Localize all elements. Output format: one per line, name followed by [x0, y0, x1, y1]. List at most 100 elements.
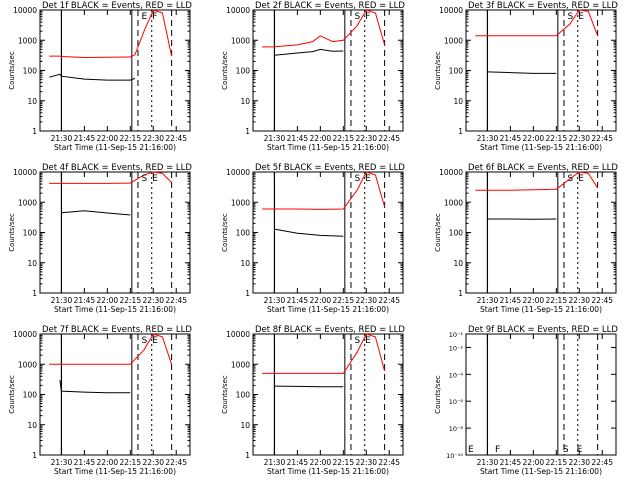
y-tick-label: 10 [27, 259, 37, 268]
y-axis-label: Counts/sec [434, 51, 442, 90]
x-tick-label: 22:00 [310, 296, 332, 305]
x-tick-label: 22:00 [310, 458, 332, 467]
x-axis-label: Start Time (11-Sep-15 21:16:00) [54, 467, 176, 476]
y-axis-label: Counts/sec [221, 51, 229, 90]
plot-frame [39, 9, 191, 132]
x-tick-label: 22:15 [119, 296, 141, 305]
y-tick-label: 100 [236, 391, 251, 400]
x-tick-label: 22:45 [378, 134, 400, 143]
x-axis-label: Start Time (11-Sep-15 21:16:00) [267, 467, 389, 476]
x-tick-label: 21:30 [51, 458, 73, 467]
y-tick-label: 10 [27, 97, 37, 106]
x-axis-label: Start Time (11-Sep-15 21:16:00) [480, 467, 602, 476]
x-tick-label: 21:45 [287, 296, 309, 305]
x-tick-label: 22:15 [332, 458, 354, 467]
series-lld-line [49, 333, 173, 365]
series-events-line [59, 380, 131, 394]
panel-title: Det 5f BLACK = Events, RED = LLD [255, 163, 405, 173]
panel-det-7 [39, 333, 191, 456]
series-lld-line [475, 171, 599, 191]
x-tick-label: 22:45 [591, 134, 613, 143]
y-tick-label: 10000 [226, 330, 250, 339]
series-events-line [487, 71, 557, 74]
y-tick-label: 100 [449, 67, 464, 76]
plot-frame [465, 333, 617, 456]
panel-title: Det 2f BLACK = Events, RED = LLD [255, 1, 405, 11]
y-tick-label: 10 [27, 421, 37, 430]
marker-letter: E [141, 12, 147, 22]
x-tick-label: 22:45 [591, 296, 613, 305]
panel-title: Det 8f BLACK = Events, RED = LLD [255, 325, 405, 335]
x-tick-label: 22:45 [378, 296, 400, 305]
panel-det-5 [252, 171, 404, 294]
x-tick-label: 22:30 [568, 458, 590, 467]
panel-title: Det 6f BLACK = Events, RED = LLD [468, 163, 618, 173]
x-tick-label: 22:30 [355, 296, 377, 305]
x-tick-label: 21:30 [264, 458, 286, 467]
x-tick-label: 22:15 [119, 134, 141, 143]
panel-title: Det 4f BLACK = Events, RED = LLD [42, 163, 192, 173]
y-tick-label: 1 [458, 289, 463, 298]
plot-frame [252, 333, 404, 456]
x-tick-label: 21:30 [264, 296, 286, 305]
series-events-line [274, 228, 344, 237]
plot-frame [39, 171, 191, 294]
y-tick-label: 1000 [18, 360, 37, 369]
panel-det-2 [252, 9, 404, 132]
x-tick-label: 21:30 [51, 296, 73, 305]
x-tick-label: 22:45 [165, 458, 187, 467]
y-tick-label: 1000 [444, 36, 463, 45]
y-tick-label: 1000 [18, 198, 37, 207]
marker-letter: S [354, 12, 360, 22]
y-tick-label: 10000 [439, 168, 463, 177]
x-tick-label: 21:45 [500, 296, 522, 305]
x-tick-label: 22:00 [310, 134, 332, 143]
series-lld-line [49, 9, 173, 59]
y-axis-label: Counts/sec [434, 213, 442, 252]
y-tick-label: 10 [453, 259, 463, 268]
y-tick-label: 1000 [231, 36, 250, 45]
series-events-line [49, 73, 136, 81]
x-axis-label: Start Time (11-Sep-15 21:16:00) [54, 305, 176, 314]
x-tick-label: 22:15 [119, 458, 141, 467]
x-axis-label: Start Time (11-Sep-15 21:16:00) [480, 305, 602, 314]
x-tick-label: 21:45 [74, 134, 96, 143]
x-tick-label: 22:30 [355, 134, 377, 143]
x-tick-label: 22:15 [332, 134, 354, 143]
y-tick-label: 100 [23, 229, 38, 238]
y-tick-label: 10000 [13, 330, 37, 339]
y-tick-label: 10000 [226, 168, 250, 177]
panel-det-6 [465, 171, 617, 294]
marker-letter: S [563, 445, 569, 455]
x-tick-label: 22:30 [142, 134, 164, 143]
x-axis-label: Start Time (11-Sep-15 21:16:00) [267, 143, 389, 152]
x-tick-label: 22:30 [568, 134, 590, 143]
x-tick-label: 21:30 [264, 134, 286, 143]
y-tick-label: 1 [245, 127, 250, 136]
y-tick-label: 100 [236, 229, 251, 238]
y-axis-label: Counts/sec [221, 213, 229, 252]
plot-frame [252, 171, 404, 294]
marker-letter: E [577, 445, 583, 455]
y-tick-label: 1 [32, 451, 37, 460]
y-tick-label: 1 [458, 127, 463, 136]
x-tick-label: 22:15 [545, 134, 567, 143]
x-tick-label: 22:00 [523, 296, 545, 305]
y-axis-label: Counts/sec [221, 375, 229, 414]
y-tick-label: 100 [23, 391, 38, 400]
x-tick-label: 22:00 [523, 134, 545, 143]
x-tick-label: 22:00 [523, 458, 545, 467]
panel-title: Det 9f BLACK = Events, RED = LLD [468, 325, 618, 335]
x-tick-label: 22:45 [165, 296, 187, 305]
x-tick-label: 21:30 [477, 458, 499, 467]
x-tick-label: 22:30 [355, 458, 377, 467]
y-tick-label: 100 [449, 229, 464, 238]
panel-det-9 [465, 333, 617, 456]
y-tick-label: 1000 [444, 198, 463, 207]
panel-det-1 [39, 9, 191, 132]
marker-letter: S [354, 174, 360, 184]
x-tick-label: 21:30 [477, 296, 499, 305]
y-tick-label: 10000 [439, 6, 463, 15]
